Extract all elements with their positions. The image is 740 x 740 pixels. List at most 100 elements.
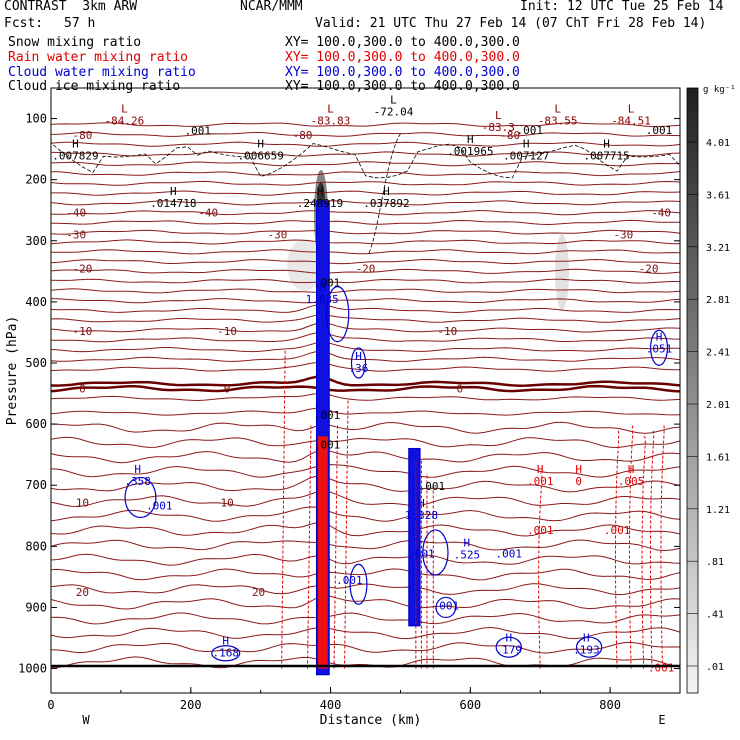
extremum-value: .193: [573, 643, 600, 656]
extremum-marker: H: [523, 138, 530, 151]
cloud-water-contour: [422, 529, 449, 576]
extremum-value: .005: [618, 475, 645, 488]
isotherm-line: [51, 475, 680, 493]
colorbar-label: 1.21: [706, 505, 730, 516]
extremum-value: .006659: [237, 150, 283, 163]
extremum-marker: H: [628, 463, 635, 476]
isotherm-label: -20: [356, 262, 376, 275]
isotherm-line: [51, 249, 680, 255]
isotherm-label: -80: [500, 129, 520, 142]
isotherm-line: [51, 131, 680, 137]
contour-value-label: .001: [185, 124, 212, 137]
extremum-marker: H: [383, 185, 390, 198]
contour-value-label: .001: [336, 574, 363, 587]
y-tick-label: 300: [25, 234, 47, 248]
extremum-value: .36: [349, 362, 369, 375]
extremum-marker: H: [72, 138, 79, 151]
source-label: NCAR/MMM: [240, 0, 303, 14]
temperature-isotherms: [51, 122, 680, 669]
isotherm-line: [51, 436, 680, 449]
extremum-marker: H: [656, 331, 663, 344]
extremum-value: .525: [454, 549, 481, 562]
isotherm-line: [51, 641, 680, 654]
y-tick-label: 700: [25, 478, 47, 492]
isotherm-label: -30: [66, 229, 86, 242]
extremum-marker: H: [134, 463, 141, 476]
contour-value-label: .001: [433, 599, 460, 612]
y-tick-label: 900: [25, 600, 47, 614]
contour-value-label: .001: [408, 547, 435, 560]
rain-contour: [306, 424, 312, 669]
y-tick-label: 800: [25, 539, 47, 553]
extremum-value: -84.51: [611, 115, 651, 128]
colorbar-label: 4.01: [706, 138, 730, 149]
x-tick-label: 400: [320, 698, 342, 712]
extremum-marker: H: [418, 497, 425, 510]
field-xy-cloud-ice: XY= 100.0,300.0 to 400.0,300.0: [285, 79, 520, 94]
extremum-value: .007715: [583, 150, 629, 163]
extremum-marker: L: [495, 109, 502, 122]
cloud-water-core: [408, 447, 421, 627]
cloud-water-contour: [211, 645, 241, 662]
rain-contour: [641, 435, 646, 669]
extremum-value: .037892: [363, 197, 409, 210]
x-tick-label: 800: [599, 698, 621, 712]
extremum-marker: H: [583, 631, 590, 644]
y-tick-label: 600: [25, 417, 47, 431]
contour-value-label: .001: [604, 524, 631, 537]
rain-contour: [281, 350, 286, 669]
contour-value-label: .001: [646, 124, 673, 137]
extremum-value: .168: [212, 646, 239, 659]
isotherm-line: [51, 219, 680, 226]
extremum-value: 0: [575, 475, 582, 488]
isotherm-line: [51, 539, 680, 552]
isotherm-zero: [51, 384, 680, 393]
field-name-snow: Snow mixing ratio: [8, 35, 142, 50]
extremum-marker: H: [317, 185, 324, 198]
extremum-marker: L: [121, 103, 128, 116]
isotherm-line: [51, 407, 680, 416]
extremum-marker: L: [554, 103, 561, 116]
contour-value-label: .001: [314, 277, 341, 290]
isotherm-label: -30: [268, 229, 288, 242]
extremum-marker: H: [575, 463, 582, 476]
y-tick-label: 100: [25, 112, 47, 126]
isotherm-label: 10: [76, 496, 89, 509]
extremum-marker: L: [390, 94, 397, 107]
contour-value-label: .001: [496, 547, 523, 560]
extremum-value: -83.3: [482, 121, 515, 134]
isotherm-label: -40: [66, 207, 86, 220]
colorbar-label: 2.81: [706, 295, 730, 306]
colorbar: g kg⁻¹ 4.01 3.61 3.21 2.81 2.41 2.01 1.61 1.21 .8…: [686, 85, 736, 694]
isotherm-line: [51, 171, 680, 177]
isotherm-line: [51, 393, 680, 402]
extremum-marker: H: [464, 537, 471, 550]
contour-value-label: .001: [648, 662, 675, 675]
isotherm-line: [51, 278, 680, 284]
contour-value-label: .001: [419, 480, 446, 493]
init-label: Init: 12 UTC Tue 25 Feb 14: [520, 0, 724, 14]
x-tick-label: 0: [47, 698, 54, 712]
cloud-water-contour: [650, 329, 669, 366]
extremum-marker: H: [505, 631, 512, 644]
field-name-cloud-ice: Cloud ice mixing ratio: [8, 79, 181, 94]
isotherm-label: -40: [198, 207, 218, 220]
rain-contour: [649, 429, 655, 669]
field-xy-snow: XY= 100.0,300.0 to 400.0,300.0: [285, 35, 520, 50]
isotherm-line: [51, 180, 680, 186]
isotherm-line: [51, 239, 680, 245]
isotherm-line: [51, 210, 680, 216]
snow-contours: [51, 133, 680, 254]
colorbar-label: 2.01: [706, 400, 730, 411]
isotherm-line: [51, 595, 680, 610]
isotherm-label: -10: [217, 325, 237, 338]
isotherm-line: [51, 268, 680, 274]
east-label: E: [658, 713, 665, 727]
extremum-marker: H: [170, 185, 177, 198]
field-xy-rain: XY= 100.0,300.0 to 400.0,300.0: [285, 50, 520, 65]
colorbar-label: 1.61: [706, 452, 730, 463]
extremum-marker: H: [467, 133, 474, 146]
fcst-label: Fcst:: [4, 16, 44, 31]
cloud-water-contour: [325, 286, 350, 343]
